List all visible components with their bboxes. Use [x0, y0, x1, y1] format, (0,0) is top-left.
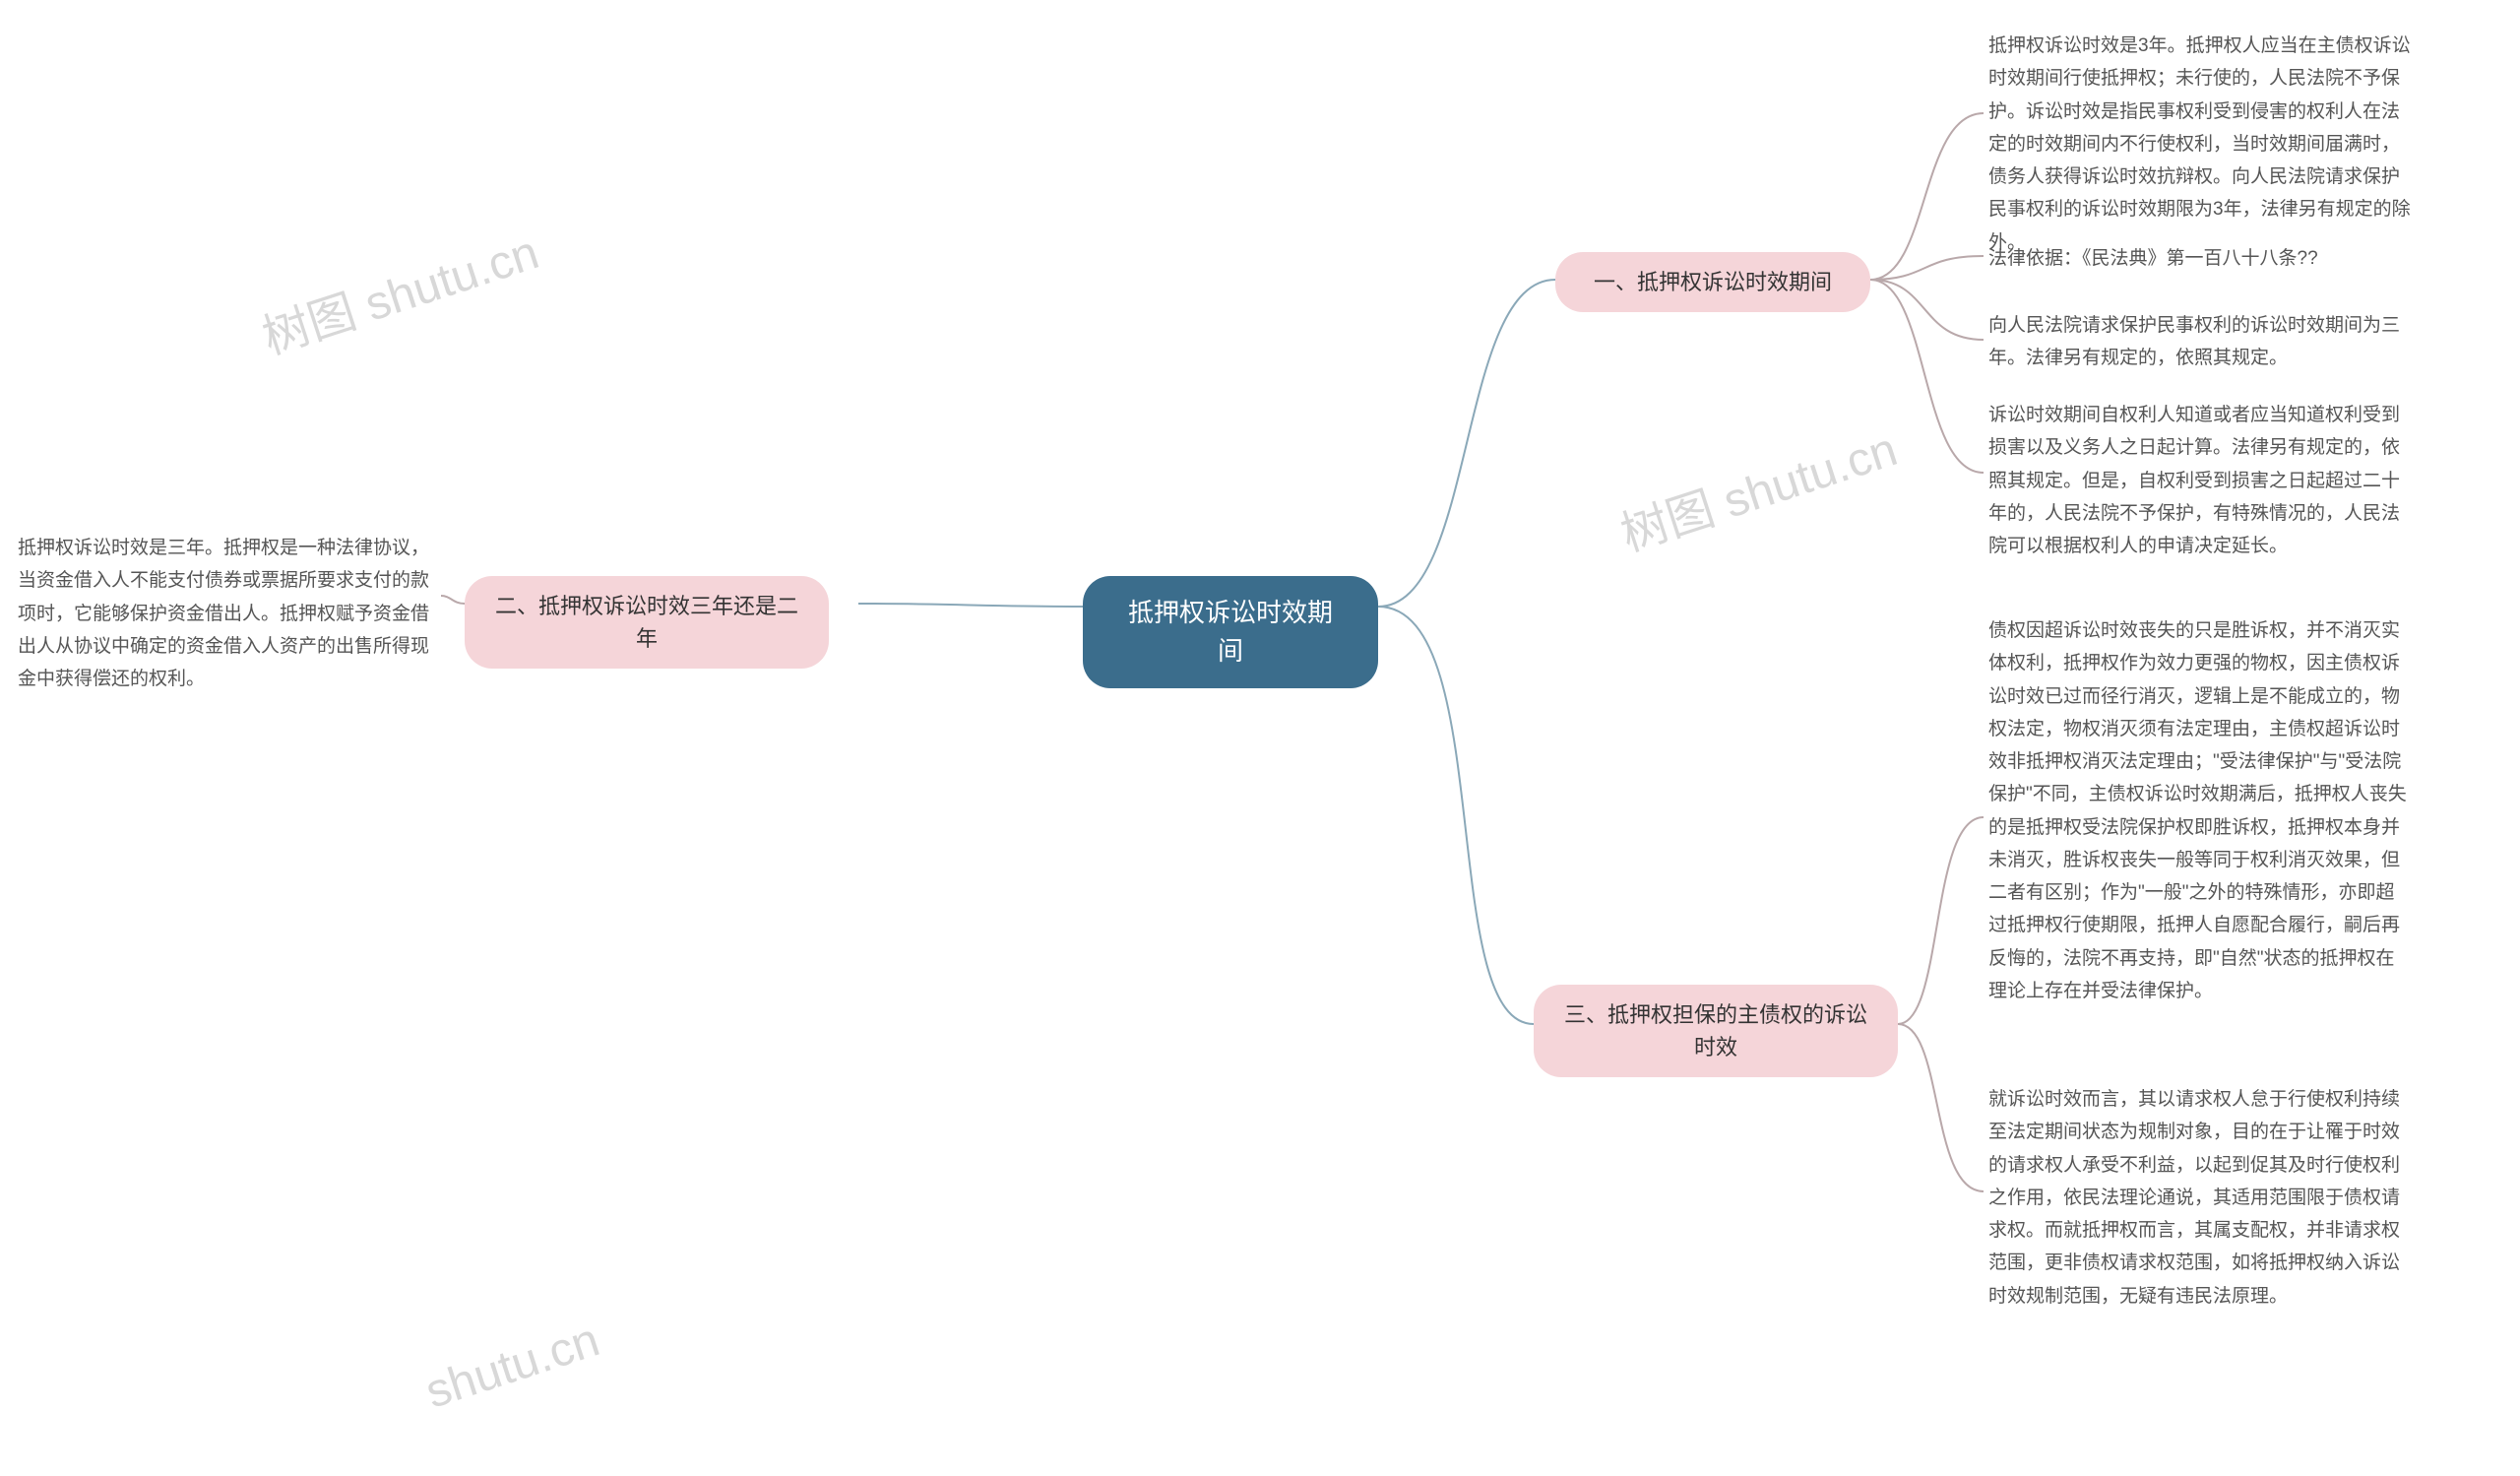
root-node[interactable]: 抵押权诉讼时效期间 [1083, 576, 1378, 688]
leaf-text: 抵押权诉讼时效是3年。抵押权人应当在主债权诉讼时效期间行使抵押权；未行使的，人民… [1988, 30, 2412, 259]
mindmap-canvas: 树图 shutu.cn 树图 shutu.cn shutu.cn 抵押权诉讼时效… [0, 0, 2520, 1476]
leaf-text: 就诉讼时效而言，其以请求权人怠于行使权利持续至法定期间状态为规制对象，目的在于让… [1988, 1083, 2412, 1313]
leaf-text: 诉讼时效期间自权利人知道或者应当知道权利受到损害以及义务人之日起计算。法律另有规… [1988, 399, 2412, 562]
branch-node-3[interactable]: 三、抵押权担保的主债权的诉讼时效 [1534, 985, 1898, 1077]
leaf-text: 债权因超诉讼时效丧失的只是胜诉权，并不消灭实体权利，抵押权作为效力更强的物权，因… [1988, 614, 2412, 1007]
watermark: 树图 shutu.cn [1610, 411, 1904, 564]
watermark: 树图 shutu.cn [252, 214, 545, 367]
branch-node-1[interactable]: 一、抵押权诉讼时效期间 [1555, 252, 1870, 312]
leaf-text: 抵押权诉讼时效是三年。抵押权是一种法律协议，当资金借入人不能支付债券或票据所要求… [18, 532, 441, 695]
branch-node-2[interactable]: 二、抵押权诉讼时效三年还是二年 [465, 576, 829, 669]
leaf-text: 法律依据：《民法典》第一百八十八条?? [1988, 242, 2412, 275]
watermark: shutu.cn [419, 1313, 606, 1419]
leaf-text: 向人民法院请求保护民事权利的诉讼时效期间为三年。法律另有规定的，依照其规定。 [1988, 309, 2412, 375]
